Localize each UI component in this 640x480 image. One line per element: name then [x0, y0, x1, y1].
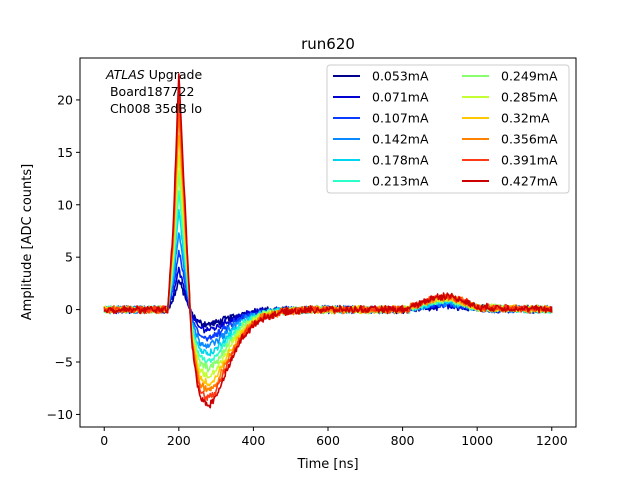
- legend-label: 0.32mA: [501, 111, 550, 126]
- legend-label: 0.391mA: [501, 153, 558, 168]
- annotation-line-2: Board187722: [106, 84, 194, 99]
- x-tick-label: 600: [316, 433, 340, 448]
- annotation-upgrade: Upgrade: [145, 67, 203, 82]
- legend-label: 0.285mA: [501, 90, 558, 105]
- legend-label: 0.107mA: [372, 111, 429, 126]
- legend-label: 0.053mA: [372, 69, 429, 84]
- legend-label: 0.071mA: [372, 90, 429, 105]
- y-tick-label: 10: [57, 197, 73, 212]
- chart-title: run620: [301, 35, 355, 53]
- x-tick-label: 800: [391, 433, 415, 448]
- legend-label: 0.142mA: [372, 132, 429, 147]
- y-tick-label: 15: [57, 145, 73, 160]
- annotation-line-3: Ch008 35dB lo: [106, 101, 202, 116]
- y-tick-label: −10: [47, 407, 73, 422]
- x-tick-label: 200: [167, 433, 191, 448]
- legend: 0.053mA 0.071mA 0.107mA 0.142mA 0.178mA 0.213…: [326, 64, 570, 194]
- y-tick-label: 0: [65, 302, 73, 317]
- x-tick-label: 400: [241, 433, 265, 448]
- x-tick-label: 0: [100, 433, 108, 448]
- legend-frame: [326, 64, 570, 194]
- series-line-0_427mA: [103, 73, 553, 409]
- series-layer: [103, 73, 553, 409]
- x-tick-label: 1200: [536, 433, 568, 448]
- legend-label: 0.249mA: [501, 69, 558, 84]
- x-axis: 0 200 400 600 800 1000 1200: [100, 427, 568, 448]
- legend-label: 0.213mA: [372, 174, 429, 189]
- annotation-line-1: ATLAS Upgrade: [105, 67, 202, 82]
- legend-label: 0.356mA: [501, 132, 558, 147]
- atlas-annotation: ATLAS Upgrade Board187722 Ch008 35dB lo: [105, 67, 202, 116]
- y-tick-label: 5: [65, 250, 73, 265]
- legend-label: 0.178mA: [372, 153, 429, 168]
- annotation-atlas-italic: ATLAS: [105, 67, 145, 82]
- x-axis-label: Time [ns]: [296, 457, 358, 472]
- y-tick-label: −5: [55, 355, 73, 370]
- y-axis-label: Amplitude [ADC counts]: [20, 164, 35, 320]
- legend-label: 0.427mA: [501, 174, 558, 189]
- x-tick-label: 1000: [461, 433, 493, 448]
- y-tick-label: 20: [57, 92, 73, 107]
- y-axis: −10 −5 0 5 10 15 20: [47, 92, 80, 422]
